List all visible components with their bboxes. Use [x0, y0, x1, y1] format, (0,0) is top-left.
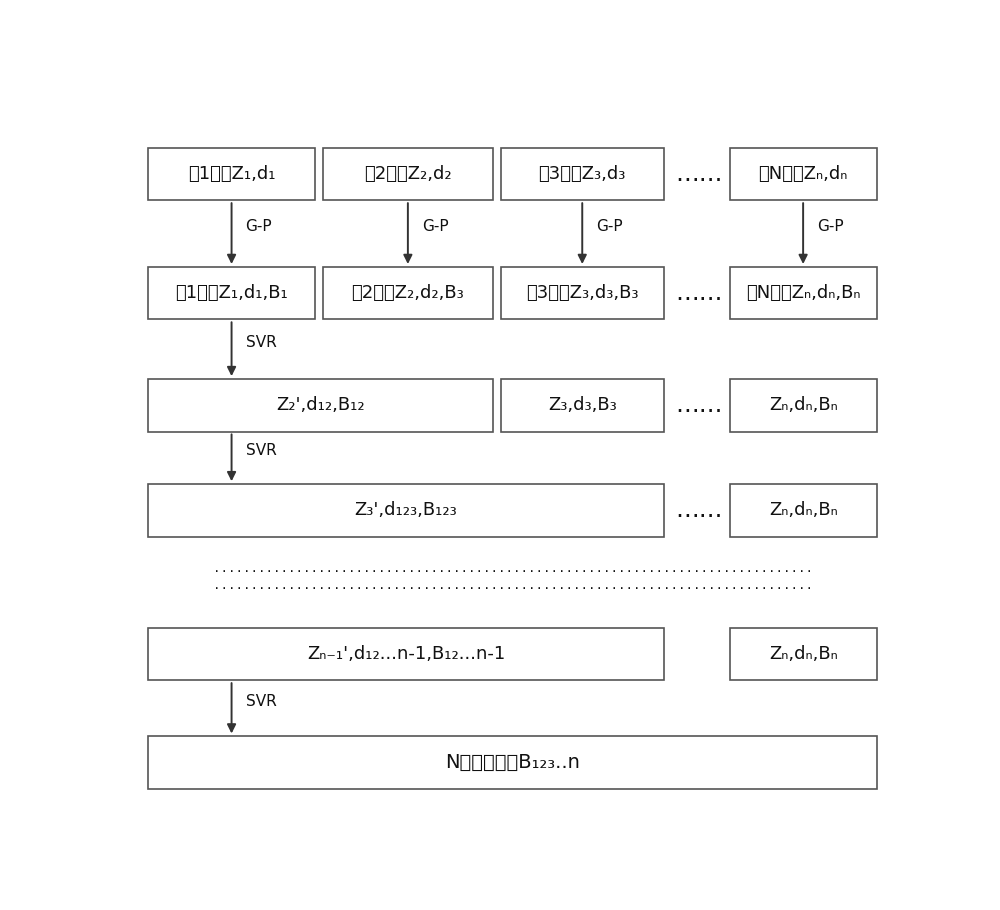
FancyBboxPatch shape — [148, 628, 664, 681]
Text: 第N层：Zₙ,dₙ: 第N层：Zₙ,dₙ — [758, 165, 848, 183]
FancyBboxPatch shape — [323, 267, 493, 319]
Text: ……: …… — [675, 393, 722, 418]
FancyBboxPatch shape — [730, 147, 877, 200]
Text: G-P: G-P — [422, 219, 448, 234]
FancyBboxPatch shape — [148, 484, 664, 537]
Text: SVR: SVR — [246, 335, 276, 349]
Text: ……: …… — [675, 281, 722, 305]
Text: Z₃,d₃,B₃: Z₃,d₃,B₃ — [548, 396, 617, 414]
Text: Z₂',d₁₂,B₁₂: Z₂',d₁₂,B₁₂ — [276, 396, 365, 414]
Text: G-P: G-P — [596, 219, 623, 234]
Text: SVR: SVR — [246, 443, 276, 459]
FancyBboxPatch shape — [148, 379, 493, 431]
Text: ................................................................................: ........................................… — [212, 561, 812, 574]
FancyBboxPatch shape — [730, 267, 877, 319]
Text: Zₙ,dₙ,Bₙ: Zₙ,dₙ,Bₙ — [769, 645, 838, 663]
FancyBboxPatch shape — [730, 628, 877, 681]
Text: N层累积因子B₁₂₃..n: N层累积因子B₁₂₃..n — [445, 753, 580, 772]
Text: Z₃',d₁₂₃,B₁₂₃: Z₃',d₁₂₃,B₁₂₃ — [355, 501, 457, 520]
Text: G-P: G-P — [817, 219, 844, 234]
Text: ……: …… — [675, 499, 722, 522]
FancyBboxPatch shape — [148, 147, 315, 200]
FancyBboxPatch shape — [148, 736, 877, 789]
Text: 第2层：Z₂,d₂: 第2层：Z₂,d₂ — [364, 165, 452, 183]
FancyBboxPatch shape — [730, 379, 877, 431]
Text: 第3层：Z₃,d₃,B₃: 第3层：Z₃,d₃,B₃ — [526, 284, 639, 302]
Text: ................................................................................: ........................................… — [212, 579, 812, 592]
Text: 第N层：Zₙ,dₙ,Bₙ: 第N层：Zₙ,dₙ,Bₙ — [746, 284, 860, 302]
Text: 第1层：Z₁,d₁,B₁: 第1层：Z₁,d₁,B₁ — [175, 284, 288, 302]
Text: 第1层：Z₁,d₁: 第1层：Z₁,d₁ — [188, 165, 275, 183]
FancyBboxPatch shape — [148, 267, 315, 319]
Text: SVR: SVR — [246, 693, 276, 709]
Text: Zₙ,dₙ,Bₙ: Zₙ,dₙ,Bₙ — [769, 396, 838, 414]
Text: ……: …… — [675, 162, 722, 186]
Text: G-P: G-P — [246, 219, 272, 234]
FancyBboxPatch shape — [501, 147, 664, 200]
Text: 第2层：Z₂,d₂,B₃: 第2层：Z₂,d₂,B₃ — [352, 284, 464, 302]
FancyBboxPatch shape — [730, 484, 877, 537]
Text: 第3层：Z₃,d₃: 第3层：Z₃,d₃ — [539, 165, 626, 183]
Text: Zₙ,dₙ,Bₙ: Zₙ,dₙ,Bₙ — [769, 501, 838, 520]
Text: Zₙ₋₁',d₁₂...n-1,B₁₂...n-1: Zₙ₋₁',d₁₂...n-1,B₁₂...n-1 — [307, 645, 505, 663]
FancyBboxPatch shape — [501, 379, 664, 431]
FancyBboxPatch shape — [501, 267, 664, 319]
FancyBboxPatch shape — [323, 147, 493, 200]
